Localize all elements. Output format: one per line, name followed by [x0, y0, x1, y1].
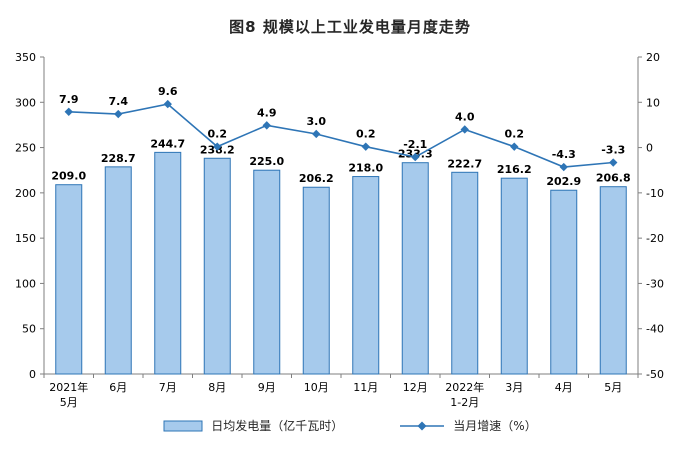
line-marker — [411, 152, 420, 162]
line-value-label: -2.1 — [403, 138, 427, 151]
line-value-label: 0.2 — [505, 128, 525, 141]
bar-value-label: 206.8 — [596, 172, 631, 185]
bar — [55, 184, 83, 375]
x-axis-label: 7月 — [159, 381, 177, 394]
line-marker — [559, 162, 568, 172]
line-marker — [609, 158, 618, 167]
bar-value-label: 202.9 — [546, 175, 581, 188]
legend: 日均发电量（亿千瓦时） 当月增速（%） — [0, 417, 700, 434]
line-value-label: 0.2 — [208, 128, 228, 141]
x-axis-label: 11月 — [353, 381, 378, 394]
bar-value-label: 209.0 — [51, 170, 86, 183]
bar-series-swatch-icon — [163, 420, 203, 431]
line-value-label: 9.6 — [158, 85, 178, 98]
bar — [203, 157, 231, 375]
left-axis-tick-label: 200 — [15, 187, 36, 200]
line-marker — [460, 125, 469, 134]
x-axis-label: 2022年 — [445, 380, 484, 394]
line-value-label: -4.3 — [552, 148, 576, 161]
line-marker — [163, 99, 172, 109]
line-marker — [510, 142, 519, 151]
left-axis-tick-label: 50 — [22, 323, 36, 336]
chart-canvas: 0 50 100 150 200 250 300 350 -50 -40 -30 -20 -10 0 10 2… — [15, 51, 664, 409]
left-axis-tick-label: 250 — [15, 142, 36, 155]
line-marker — [361, 142, 370, 151]
x-axis-label: 8月 — [208, 381, 226, 394]
right-axis-tick-label: -50 — [646, 368, 664, 381]
bar — [302, 186, 330, 375]
x-axis-label: 6月 — [109, 381, 127, 394]
x-axis-label: 1-2月 — [450, 396, 479, 409]
left-axis-tick-label: 350 — [15, 51, 36, 64]
line-value-label: 3.0 — [307, 115, 327, 128]
left-axis-tick-label: 100 — [15, 277, 36, 290]
line-marker — [64, 107, 73, 116]
line-marker — [312, 129, 321, 139]
line-series-swatch-icon — [400, 421, 445, 430]
legend-label-bars: 日均发电量（亿千瓦时） — [211, 419, 344, 433]
line-marker — [213, 142, 222, 151]
line-marker — [262, 121, 271, 130]
bar — [451, 171, 479, 375]
bar-value-label: 206.2 — [299, 172, 334, 185]
right-axis-tick-label: 0 — [646, 142, 653, 155]
bar-value-label: 222.7 — [447, 157, 482, 170]
chart-title: 图8 规模以上工业发电量月度走势 — [229, 18, 471, 36]
legend-item-bars: 日均发电量（亿千瓦时） — [163, 417, 343, 434]
left-axis-tick-label: 300 — [15, 96, 36, 109]
bar — [253, 169, 281, 375]
x-axis-label: 10月 — [304, 381, 329, 394]
left-axis-tick-label: 150 — [15, 232, 36, 245]
bar — [154, 151, 182, 375]
x-axis-label: 4月 — [555, 381, 573, 394]
line-marker — [114, 109, 123, 119]
bar-value-label: 225.0 — [249, 155, 284, 168]
legend-label-line: 当月增速（%） — [453, 419, 537, 433]
bar — [401, 162, 429, 375]
left-axis-tick-label: 0 — [29, 368, 36, 381]
x-axis-label: 3月 — [505, 381, 523, 394]
line-value-label: 7.4 — [109, 95, 129, 108]
bar-value-label: 244.7 — [150, 137, 185, 150]
x-axis-label: 5月 — [60, 396, 78, 409]
bar-value-label: 216.2 — [497, 163, 532, 176]
x-axis-label: 5月 — [604, 381, 622, 394]
x-axis-label: 2021年 — [49, 380, 88, 394]
x-axis-label: 12月 — [403, 381, 428, 394]
right-axis-tick-label: -30 — [646, 277, 664, 290]
bar — [352, 176, 380, 375]
line-value-label: 4.9 — [257, 106, 277, 119]
right-axis-tick-label: -20 — [646, 232, 664, 245]
right-axis-tick-label: -40 — [646, 323, 664, 336]
bar — [104, 166, 132, 375]
bar-value-label: 218.0 — [348, 162, 383, 175]
bar — [500, 177, 528, 375]
trend-line — [68, 103, 614, 168]
right-axis-tick-label: 20 — [646, 51, 660, 64]
legend-item-line: 当月增速（%） — [399, 417, 537, 434]
chart-area: 0 50 100 150 200 250 300 350 -50 -40 -30 -20 -10 0 10 2… — [0, 43, 700, 415]
bar — [550, 189, 578, 375]
right-axis-tick-label: -10 — [646, 187, 664, 200]
bar-value-label: 228.7 — [101, 152, 136, 165]
right-axis-tick-label: 10 — [646, 96, 660, 109]
x-axis-label: 9月 — [258, 381, 276, 394]
line-value-label: 7.9 — [59, 93, 79, 106]
line-value-label: 4.0 — [455, 110, 475, 123]
line-value-label: 0.2 — [356, 128, 376, 141]
bar — [599, 186, 627, 375]
line-value-label: -3.3 — [601, 144, 625, 157]
